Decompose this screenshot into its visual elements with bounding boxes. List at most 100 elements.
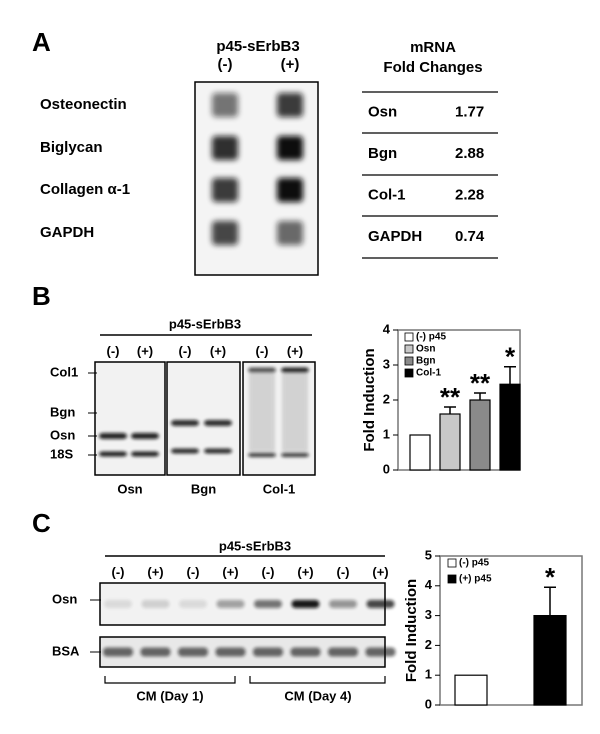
- band: [141, 600, 170, 608]
- group-label: CM (Day 1): [136, 688, 203, 703]
- band: [103, 647, 133, 657]
- y-tick-label: 5: [425, 547, 432, 562]
- blot-title: p45-sErbB3: [216, 38, 299, 55]
- lane-label: (-): [112, 564, 125, 579]
- y-tick-label: 3: [425, 607, 432, 622]
- band-label: Osn: [52, 591, 77, 606]
- band: [131, 451, 159, 457]
- band: [329, 600, 357, 608]
- band: [215, 647, 246, 657]
- band: [212, 221, 238, 245]
- error-bar: [504, 366, 516, 385]
- band: [178, 647, 208, 657]
- significance: **: [470, 368, 491, 398]
- band: [212, 93, 238, 117]
- legend-label: Col-1: [416, 368, 441, 379]
- lane-label: (+): [281, 56, 300, 73]
- bar: [469, 399, 491, 471]
- bar: [499, 383, 521, 471]
- legend-label: (+) p45: [459, 574, 492, 585]
- band: [171, 420, 199, 426]
- row-label: Biglycan: [40, 139, 103, 156]
- plot-frame: [439, 555, 583, 706]
- band: [212, 136, 238, 160]
- band: [212, 178, 238, 202]
- band: [254, 600, 282, 608]
- table-header: mRNA: [410, 39, 456, 56]
- y-tick-label: 1: [425, 667, 432, 682]
- legend-swatch: [404, 368, 414, 378]
- blot-name: Col-1: [263, 481, 296, 496]
- band: [99, 433, 127, 439]
- band: [281, 367, 309, 373]
- band: [290, 647, 321, 657]
- table-cell: Bgn: [368, 145, 397, 162]
- band: [281, 453, 309, 457]
- band: [277, 221, 303, 245]
- panel-label: B: [32, 281, 51, 311]
- blot: [166, 361, 241, 476]
- bar: [409, 434, 431, 471]
- group-label: CM (Day 4): [284, 688, 351, 703]
- significance: *: [505, 342, 516, 372]
- bar: [439, 413, 461, 471]
- legend-swatch: [447, 558, 457, 568]
- lane-label: (+): [372, 564, 388, 579]
- y-tick-label: 2: [383, 391, 390, 406]
- band: [248, 367, 276, 373]
- row-label: Osteonectin: [40, 96, 127, 113]
- y-axis-label: Fold Induction: [361, 348, 378, 451]
- lane-label: (-): [107, 343, 120, 358]
- band-label: Osn: [50, 427, 75, 442]
- legend-label: Osn: [416, 344, 435, 355]
- significance: *: [545, 562, 556, 592]
- y-tick-label: 2: [425, 637, 432, 652]
- band: [179, 600, 207, 608]
- band-label: Bgn: [50, 404, 75, 419]
- lane-label: (-): [262, 564, 275, 579]
- lane-label: (-): [337, 564, 350, 579]
- band: [248, 453, 276, 457]
- table-cell: 2.88: [455, 145, 484, 162]
- lane-label: (+): [137, 343, 153, 358]
- panel-label: C: [32, 508, 51, 538]
- legend-label: Bgn: [416, 356, 435, 367]
- y-tick-label: 4: [425, 577, 433, 592]
- y-axis-label: Fold Induction: [403, 579, 420, 682]
- legend-swatch: [404, 332, 414, 342]
- band: [216, 600, 245, 608]
- y-tick-label: 0: [425, 696, 432, 711]
- y-tick-label: 0: [383, 461, 390, 476]
- error-bar: [444, 406, 456, 414]
- blot: [94, 361, 166, 476]
- smear: [249, 372, 275, 452]
- band: [131, 433, 159, 439]
- legend-swatch: [404, 344, 414, 354]
- error-bar: [544, 586, 556, 616]
- band: [171, 448, 199, 454]
- legend-label: (-) p45: [459, 558, 489, 569]
- table-cell: 2.28: [455, 186, 484, 203]
- blot-name: Bgn: [191, 481, 216, 496]
- band: [204, 448, 232, 454]
- lane-label: (+): [222, 564, 238, 579]
- band: [277, 93, 303, 117]
- table-header: Fold Changes: [383, 59, 482, 76]
- error-bar: [474, 392, 486, 400]
- lane-label: (-): [187, 564, 200, 579]
- row-label: Collagen α-1: [40, 181, 130, 198]
- legend-swatch: [404, 356, 414, 366]
- smear: [282, 372, 308, 452]
- band: [277, 136, 303, 160]
- band-label: BSA: [52, 643, 80, 658]
- blot-title: p45-sErbB3: [169, 316, 241, 331]
- panel-label: A: [32, 27, 51, 57]
- band: [291, 600, 320, 608]
- lane-label: (+): [147, 564, 163, 579]
- bracket: [104, 676, 386, 684]
- lane-label: (+): [297, 564, 313, 579]
- lane-label: (-): [218, 56, 233, 73]
- band: [365, 647, 396, 657]
- band: [253, 647, 283, 657]
